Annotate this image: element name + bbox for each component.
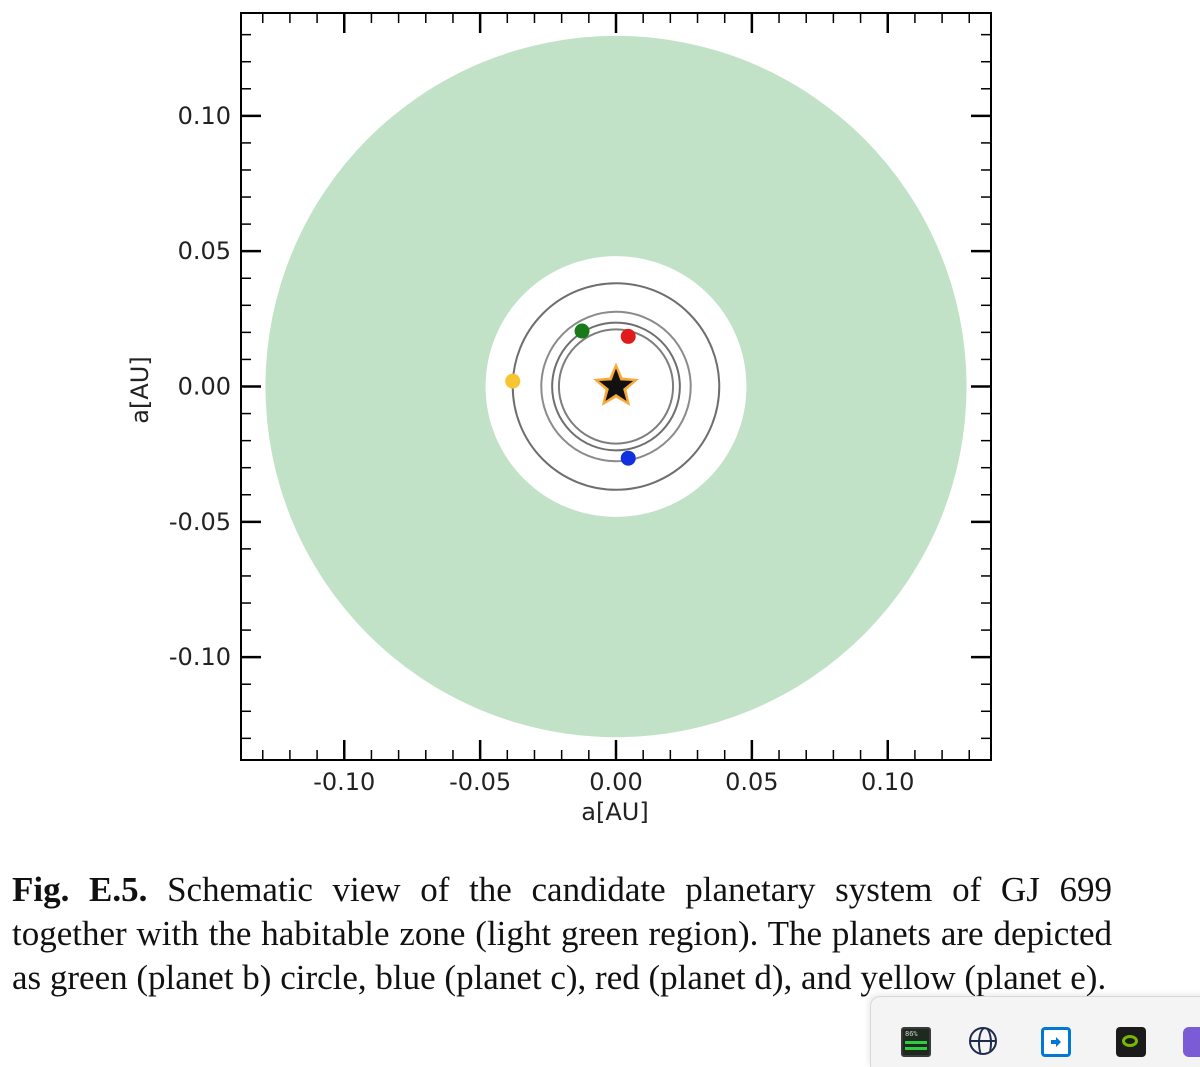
habitable-zone-ring	[265, 35, 967, 738]
gpu-bar	[905, 1041, 927, 1044]
gpu-monitor-label: 86%	[905, 1030, 918, 1038]
habitable-zone	[265, 35, 967, 738]
x-tick-label: -0.10	[313, 768, 375, 796]
planet-marker	[505, 373, 521, 389]
planet-marker	[620, 450, 636, 466]
arrow-box-icon[interactable]	[1041, 1027, 1071, 1057]
orbit-path	[557, 328, 675, 445]
planet-marker	[620, 328, 636, 344]
figure-label: Fig. E.5.	[12, 870, 148, 909]
gpu-monitor-icon[interactable]: 86%	[901, 1027, 931, 1057]
planets	[505, 323, 636, 466]
star	[593, 362, 639, 406]
x-tick-label: 0.00	[589, 768, 642, 796]
x-axis-label: a[AU]	[581, 798, 648, 826]
app-icon[interactable]	[1183, 1027, 1200, 1057]
globe-icon[interactable]	[969, 1027, 997, 1055]
nvidia-icon[interactable]	[1116, 1027, 1146, 1057]
y-tick-label: 0.10	[178, 102, 231, 130]
figure-caption: Fig. E.5. Schematic view of the candidat…	[12, 868, 1112, 1000]
y-tick-label: 0.00	[178, 373, 231, 401]
planet-marker	[574, 323, 590, 339]
y-tick-label: -0.10	[169, 643, 231, 671]
tick-labels: -0.10 -0.05 0.00 0.05 0.10 0.10 0.05 0.00 -0.05 -…	[169, 102, 915, 796]
ticks	[241, 13, 991, 760]
y-tick-label: 0.05	[178, 237, 231, 265]
orbit-chart: -0.10 -0.05 0.00 0.05 0.10 0.10 0.05 0.00 -0.05 -…	[126, 12, 992, 826]
orbit-path	[551, 321, 681, 452]
globe-equator	[971, 1040, 995, 1042]
y-axis-label: a[AU]	[126, 356, 154, 423]
gpu-bar	[905, 1047, 927, 1050]
star-marker	[598, 368, 634, 402]
x-tick-label: -0.05	[449, 768, 511, 796]
x-tick-label: 0.05	[725, 768, 778, 796]
orbit-path	[540, 310, 692, 463]
system-tray: 86%	[870, 996, 1200, 1067]
y-tick-label: -0.05	[169, 508, 231, 536]
x-tick-label: 0.10	[861, 768, 914, 796]
caption-text: Schematic view of the candidate planetar…	[12, 870, 1113, 997]
